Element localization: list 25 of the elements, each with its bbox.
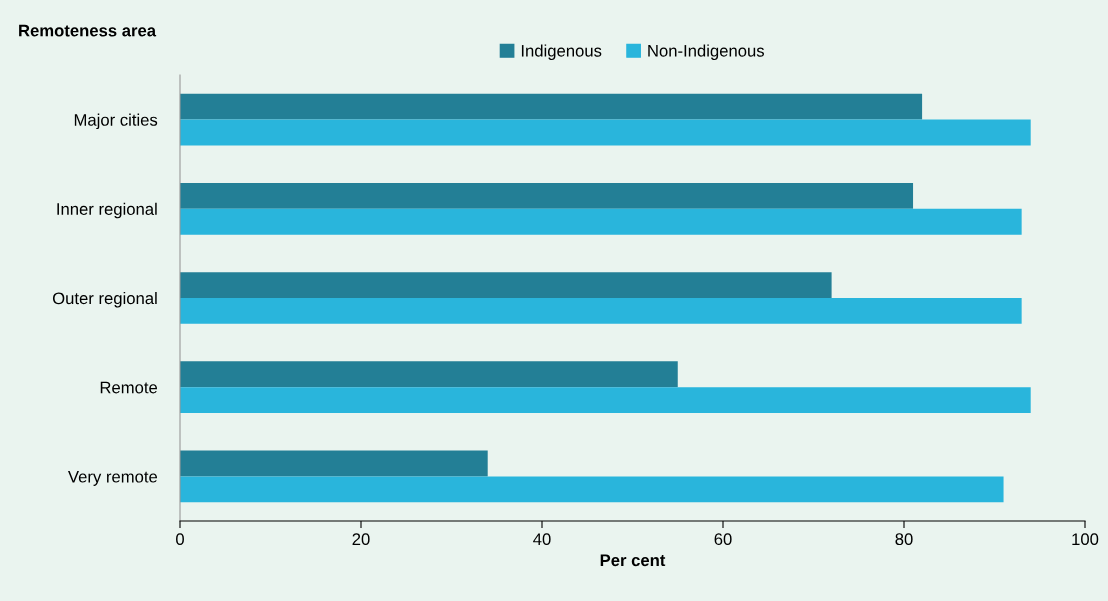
bar [180, 93, 923, 120]
x-tick-label: 20 [352, 533, 370, 546]
y-tick-label: Outer regional [52, 291, 157, 308]
bar [180, 208, 1022, 235]
x-tick-label: 60 [714, 533, 732, 546]
bar [180, 119, 1031, 146]
bar [180, 298, 1022, 324]
x-tick-label: 0 [176, 533, 184, 546]
bar [180, 387, 1031, 414]
bar [180, 272, 832, 298]
bar [180, 450, 488, 477]
y-tick-label: Inner regional [57, 202, 157, 219]
y-tick-label: Remote [100, 381, 158, 394]
x-axis-title: Per cent [600, 554, 666, 567]
bar [180, 182, 914, 209]
y-axis-title: Remoteness area [19, 24, 157, 37]
x-tick-label: 80 [895, 533, 913, 546]
y-tick-label: Very remote [68, 470, 158, 486]
x-tick-label: 100 [1072, 533, 1099, 546]
bar [180, 476, 1004, 503]
y-tick-label: Major cities [74, 113, 158, 130]
x-tick-label: 40 [533, 533, 551, 546]
bar [180, 361, 678, 388]
legend-label: Non-Indigenous [648, 44, 765, 60]
legend-label: Indigenous [521, 44, 602, 60]
